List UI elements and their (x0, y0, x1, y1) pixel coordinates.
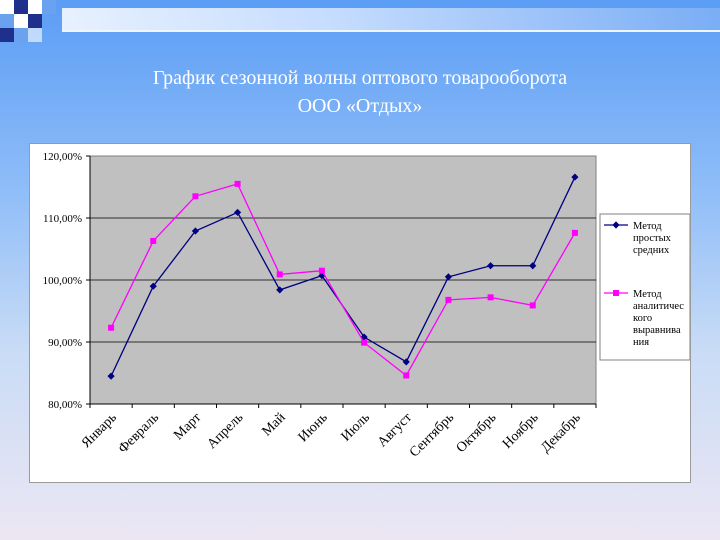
legend-label: простых (633, 233, 672, 244)
y-tick-label: 90,00% (48, 337, 82, 349)
legend-label: аналитичес (633, 301, 684, 312)
x-tick-label: Август (375, 410, 415, 450)
legend-marker (612, 221, 620, 229)
x-tick-label: Июль (339, 410, 373, 444)
x-tick-label: Март (171, 410, 204, 443)
legend-label: ния (633, 337, 649, 348)
data-point (486, 262, 495, 270)
data-point (276, 271, 283, 278)
data-point (529, 262, 537, 270)
x-tick-label: Октябрь (454, 410, 500, 456)
x-tick-label: Декабрь (538, 410, 583, 455)
data-point (192, 193, 199, 200)
y-tick-label: 120,00% (43, 151, 82, 163)
series-line (110, 183, 576, 377)
line-chart: 80,00% 90,00% 100,00% 110,00% 120,00% ЯнварьФ… (43, 151, 690, 461)
data-point (487, 294, 494, 301)
data-point (108, 324, 115, 331)
data-point (234, 180, 241, 187)
header-bar (62, 8, 720, 30)
legend-label: средних (633, 245, 670, 256)
x-tick-label: Май (259, 410, 288, 439)
x-tick-label: Сентябрь (407, 410, 457, 460)
x-tick-label: Ноябрь (500, 410, 542, 452)
data-point (571, 229, 578, 236)
data-point (445, 296, 452, 303)
x-tick-label: Июнь (296, 410, 331, 445)
data-point (149, 282, 157, 290)
y-tick-label: 110,00% (43, 213, 82, 225)
x-tick-label: Февраль (116, 410, 162, 456)
header-divider (62, 30, 720, 32)
y-tick-label: 80,00% (48, 399, 82, 411)
data-point (361, 339, 368, 346)
x-tick-label: Январь (79, 410, 120, 451)
legend-label: выравнива (633, 325, 681, 336)
slide-title-line-2: ООО «Отдых» (297, 95, 423, 117)
y-tick-label: 100,00% (43, 275, 82, 287)
data-point (403, 372, 410, 379)
legend-label: Метод (633, 289, 662, 300)
x-tick-label: Апрель (205, 410, 247, 452)
data-point (150, 237, 157, 244)
data-point (191, 227, 200, 235)
legend-label: Метод (633, 221, 662, 232)
legend-marker (613, 290, 619, 296)
legend-box (599, 213, 690, 361)
chart-panel: 80,00% 90,00% 100,00% 110,00% 120,00% Январь Ф… (29, 143, 691, 483)
data-point (571, 173, 579, 181)
data-point (318, 267, 325, 274)
data-point (276, 286, 284, 294)
legend-label: кого (633, 313, 652, 324)
slide-title-line-1: График сезонной волны оптового товарообо… (152, 67, 568, 89)
data-point (529, 302, 536, 309)
